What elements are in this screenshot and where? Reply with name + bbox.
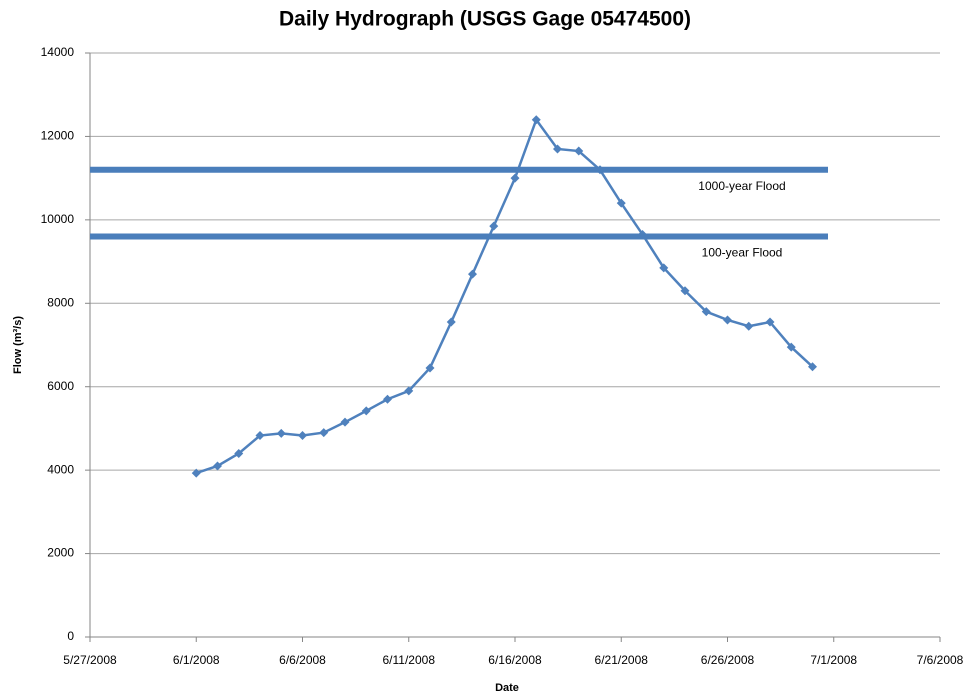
data-point <box>361 406 371 416</box>
y-tick-label: 8000 <box>47 295 74 309</box>
x-axis-title: Date <box>495 682 519 694</box>
data-point <box>340 417 350 427</box>
data-point <box>383 394 392 404</box>
data-point <box>531 115 541 125</box>
data-point <box>808 362 817 372</box>
data-point <box>723 315 732 325</box>
x-tick-label: 6/11/2008 <box>383 653 436 667</box>
data-point <box>276 428 286 438</box>
reference-label: 1000-year Flood <box>698 179 785 193</box>
data-point <box>213 461 222 471</box>
x-tick-label: 6/21/2008 <box>595 653 649 667</box>
x-tick-label: 7/6/2008 <box>917 653 964 667</box>
x-tick-label: 6/6/2008 <box>279 653 326 667</box>
data-point <box>786 342 796 352</box>
data-point <box>489 221 499 231</box>
x-tick-label: 5/27/2008 <box>63 653 117 667</box>
y-tick-label: 10000 <box>41 212 75 226</box>
data-point <box>234 448 244 458</box>
data-point <box>574 146 584 156</box>
data-point <box>553 144 562 154</box>
chart-title: Daily Hydrograph (USGS Gage 05474500) <box>279 8 691 31</box>
x-tick-label: 6/1/2008 <box>173 653 220 667</box>
y-tick-label: 14000 <box>41 45 75 59</box>
data-point <box>298 431 307 441</box>
reference-label: 100-year Flood <box>702 246 783 260</box>
x-tick-label: 6/16/2008 <box>488 653 542 667</box>
data-point <box>446 317 456 327</box>
data-point <box>744 321 754 331</box>
data-point <box>510 173 520 183</box>
y-tick-label: 12000 <box>41 129 75 143</box>
data-point <box>191 468 201 478</box>
data-point <box>616 198 626 208</box>
data-point <box>468 269 477 279</box>
data-point <box>680 286 690 296</box>
x-tick-label: 7/1/2008 <box>810 653 857 667</box>
y-tick-label: 2000 <box>47 546 74 560</box>
y-axis-title: Flow (m³/s) <box>12 316 24 374</box>
y-tick-label: 6000 <box>47 379 74 393</box>
y-tick-label: 4000 <box>47 462 74 476</box>
data-point <box>765 317 775 327</box>
data-point <box>701 307 711 317</box>
data-point <box>255 431 265 441</box>
data-point <box>659 263 669 273</box>
data-point <box>425 363 435 373</box>
data-point <box>404 386 414 396</box>
data-point <box>319 428 329 438</box>
x-tick-label: 6/26/2008 <box>701 653 755 667</box>
y-tick-label: 0 <box>67 629 74 643</box>
